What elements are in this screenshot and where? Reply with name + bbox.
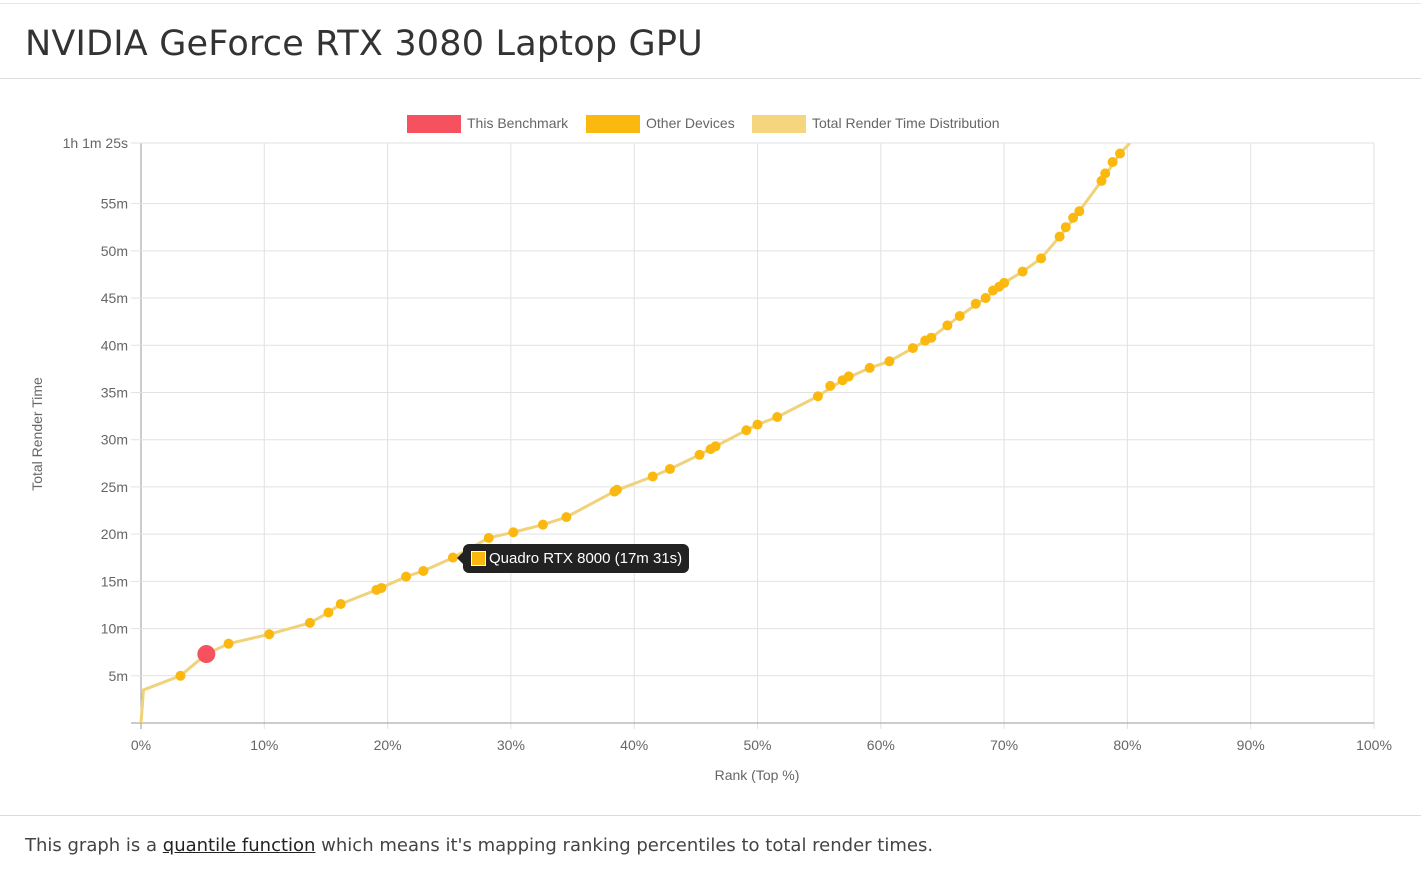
other-device-point [710,441,721,452]
other-device-point [907,343,918,354]
other-device-point [447,552,458,563]
other-device-point [1107,157,1118,168]
chart-tooltip: Quadro RTX 8000 (17m 31s) [456,544,690,573]
top-border [0,0,1421,4]
other-device-point [418,565,429,576]
y-tick-label: 15m [101,573,128,589]
y-tick-label: 55m [101,196,128,212]
other-device-point [508,527,519,538]
description-suffix: which means it's mapping ranking percent… [315,835,934,856]
x-tick-label: 70% [990,737,1018,753]
other-device-point [980,293,991,304]
x-tick-label: 0% [131,737,151,753]
other-device-point [1060,222,1071,233]
chart-description: This graph is a quantile function which … [0,815,1421,875]
x-tick-label: 30% [497,737,525,753]
y-axis-title: Total Render Time [29,377,45,491]
y-tick-label: 50m [101,243,128,259]
x-tick-label: 90% [1237,737,1265,753]
y-tick-label: 20m [101,526,128,542]
other-device-point [537,519,548,530]
description-prefix: This graph is a [25,835,163,856]
other-device-point [1074,206,1085,217]
y-tick-label: 30m [101,432,128,448]
other-device-point [611,484,622,495]
other-device-point [825,380,836,391]
tooltip-swatch [471,551,486,566]
tooltip-label: Quadro RTX 8000 (17m 31s) [489,550,683,567]
other-device-point [264,629,275,640]
other-device-point [323,607,334,618]
x-tick-label: 50% [743,737,771,753]
legend-swatch [752,115,806,133]
other-device-point [1068,212,1079,223]
other-device-point [772,412,783,423]
other-device-point [376,582,387,593]
other-device-point [954,310,965,321]
legend-label: Other Devices [646,115,735,131]
y-tick-label: 40m [101,337,128,353]
y-tick-label: 25m [101,479,128,495]
other-device-point [970,298,981,309]
other-device-point [884,356,895,367]
other-device-point [864,362,875,373]
legend-label: This Benchmark [467,115,569,131]
y-tick-label: 35m [101,384,128,400]
other-device-point [1054,231,1065,242]
x-tick-label: 60% [867,737,895,753]
page-header: NVIDIA GeForce RTX 3080 Laptop GPU [0,4,1421,79]
other-device-point [175,670,186,681]
y-tick-label: 5m [109,668,128,684]
x-axis-title: Rank (Top %) [715,767,800,783]
other-device-point [401,571,412,582]
other-device-point [335,599,346,610]
other-device-point [1100,168,1111,179]
x-tick-label: 40% [620,737,648,753]
other-device-point [694,449,705,460]
other-device-point [483,532,494,543]
other-device-point [942,320,953,331]
distribution-line [139,143,1131,724]
other-device-point [999,277,1010,288]
x-tick-label: 10% [250,737,278,753]
other-device-point [752,419,763,430]
x-tick-label: 80% [1113,737,1141,753]
other-device-point [304,617,315,628]
quantile-chart: 0% 10% 20% 30% 40% 50% 60% 70% 80% 90% 100% 5m 10m 15… [29,115,1392,783]
other-device-point [223,638,234,649]
other-device-point [1096,175,1107,186]
other-device-point [926,332,937,343]
other-device-point [664,463,675,474]
other-device-point [647,471,658,482]
y-tick-label: 45m [101,290,128,306]
y-tick-label: 1h 1m 25s [63,135,128,151]
other-device-point [1115,148,1126,159]
other-device-point [1017,266,1028,277]
legend-swatch [407,115,461,133]
legend-swatch [586,115,640,133]
x-tick-label: 20% [374,737,402,753]
other-device-point [812,391,823,402]
y-tick-label: 10m [101,621,128,637]
page-title: NVIDIA GeForce RTX 3080 Laptop GPU [25,24,704,64]
x-tick-label: 100% [1356,737,1392,753]
legend-label: Total Render Time Distribution [812,115,1000,131]
quantile-function-link[interactable]: quantile function [162,835,316,856]
other-device-point [843,371,854,382]
other-device-point [741,425,752,436]
this-benchmark-point [197,645,216,664]
other-device-point [1036,253,1047,264]
other-device-point [561,512,572,523]
